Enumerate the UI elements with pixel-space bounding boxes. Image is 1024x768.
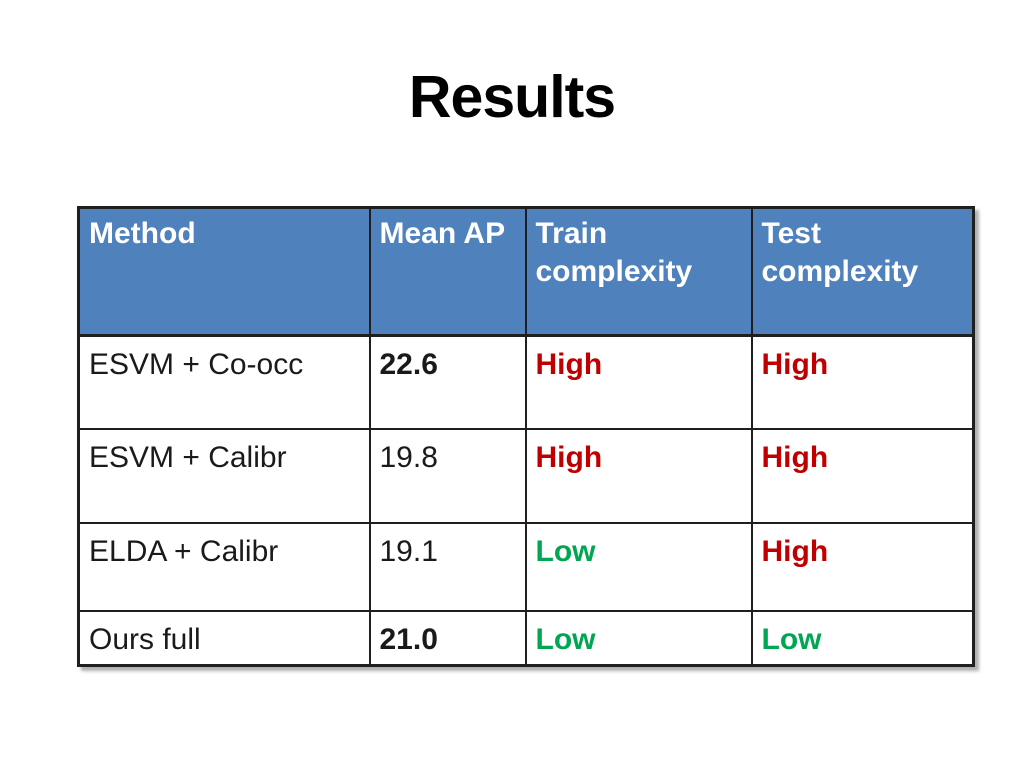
test-complexity-cell: High (750, 521, 975, 612)
method-cell: ESVM + Co-occ (77, 334, 371, 430)
method-cell: ESVM + Calibr (77, 427, 371, 524)
train-complexity-cell: High (524, 427, 753, 524)
table-row: ESVM + Calibr 19.8 High High (77, 427, 975, 524)
results-table: Method Mean AP Train complexity Test com… (77, 206, 975, 667)
method-cell: Ours full (77, 609, 371, 667)
mean-ap-cell: 19.1 (368, 521, 527, 612)
mean-ap-cell: 21.0 (368, 609, 527, 667)
test-complexity-cell: High (750, 427, 975, 524)
header-cell-method: Method (77, 206, 371, 337)
mean-ap-cell: 22.6 (368, 334, 527, 430)
mean-ap-cell: 19.8 (368, 427, 527, 524)
test-complexity-cell: High (750, 334, 975, 430)
slide-title: Results (408, 64, 616, 130)
header-cell-test-complexity: Test complexity (750, 206, 975, 337)
train-complexity-cell: Low (524, 609, 753, 667)
method-cell: ELDA + Calibr (77, 521, 371, 612)
table-row: ESVM + Co-occ 22.6 High High (77, 334, 975, 430)
header-cell-mean-ap: Mean AP (368, 206, 527, 337)
table-header: Method Mean AP Train complexity Test com… (77, 206, 975, 337)
header-cell-train-complexity: Train complexity (524, 206, 753, 337)
train-complexity-cell: Low (524, 521, 753, 612)
table-row: Ours full 21.0 Low Low (77, 609, 975, 667)
test-complexity-cell: Low (750, 609, 975, 667)
table-body: ESVM + Co-occ 22.6 High High ESVM + Cali… (77, 334, 975, 667)
train-complexity-cell: High (524, 334, 753, 430)
table-row: ELDA + Calibr 19.1 Low High (77, 521, 975, 612)
header-row: Method Mean AP Train complexity Test com… (77, 206, 975, 337)
